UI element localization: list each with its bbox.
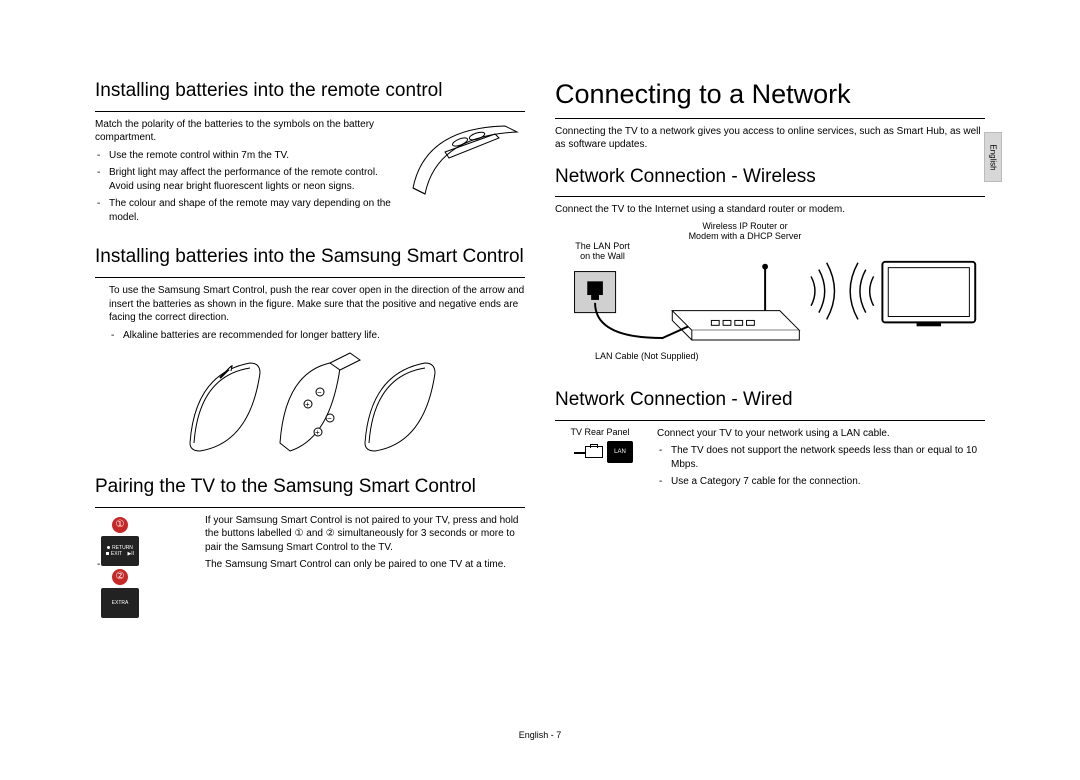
divider [555,118,985,119]
label-tv-rear-panel: TV Rear Panel [555,427,645,437]
svg-text:+: + [315,428,320,437]
figure-smart-control-battery: + − − + [180,348,440,458]
lan-port-icon: LAN [555,441,645,463]
list-item: Use the remote control within 7m the TV. [109,149,525,163]
svg-text:+: + [305,400,310,409]
heading-network: Connecting to a Network [555,80,985,110]
bullet-list: Alkaline batteries are recommended for l… [109,329,525,343]
pair-button-extra: EXTRA [101,588,139,618]
section-pairing: Pairing the TV to the Samsung Smart Cont… [95,476,525,576]
heading-wired: Network Connection - Wired [555,389,985,412]
list-item: Bright light may affect the performance … [109,166,525,193]
bullet-list: The Samsung Smart Control can only be pa… [95,558,525,572]
list-item: The colour and shape of the remote may v… [109,197,525,224]
list-item: Alkaline batteries are recommended for l… [123,329,525,343]
heading-install-smart-control: Installing batteries into the Samsung Sm… [95,246,525,269]
heading-install-remote: Installing batteries into the remote con… [95,80,525,103]
page-footer: English - 7 [0,730,1080,740]
divider [95,507,525,508]
list-item: Use a Category 7 cable for the connectio… [671,475,985,489]
section-install-remote: Installing batteries into the remote con… [95,80,525,228]
section-wireless: Network Connection - Wireless Connect th… [555,166,985,371]
divider [95,277,525,278]
bullet-list: The TV does not support the network spee… [657,444,985,489]
heading-wireless: Network Connection - Wireless [555,166,985,189]
left-column: Installing batteries into the remote con… [95,80,525,594]
intro-text: Connect your TV to your network using a … [657,427,985,441]
page-content: Installing batteries into the remote con… [0,0,1080,634]
list-item: The TV does not support the network spee… [671,444,985,471]
section-wired: Network Connection - Wired TV Rear Panel… [555,389,985,493]
divider [555,420,985,421]
pair-number-1: ① [112,517,128,533]
intro-text: Connect the TV to the Internet using a s… [555,203,985,217]
divider [95,111,525,112]
figure-wireless-diagram: Wireless IP Router or Modem with a DHCP … [555,221,985,371]
bullet-list: Use the remote control within 7m the TV.… [95,149,525,225]
section-install-smart-control: Installing batteries into the Samsung Sm… [95,246,525,458]
svg-text:−: − [327,414,332,423]
heading-pairing: Pairing the TV to the Samsung Smart Cont… [95,476,525,499]
divider [555,196,985,197]
svg-text:−: − [317,388,322,397]
language-tab: English [984,132,1002,182]
figure-wired-diagram: TV Rear Panel LAN Connect your TV to you… [555,427,985,493]
list-item: The Samsung Smart Control can only be pa… [109,558,525,572]
intro-text: To use the Samsung Smart Control, push t… [109,284,525,325]
right-column: Connecting to a Network Connecting the T… [555,80,985,594]
intro-text: Connecting the TV to a network gives you… [555,125,985,152]
